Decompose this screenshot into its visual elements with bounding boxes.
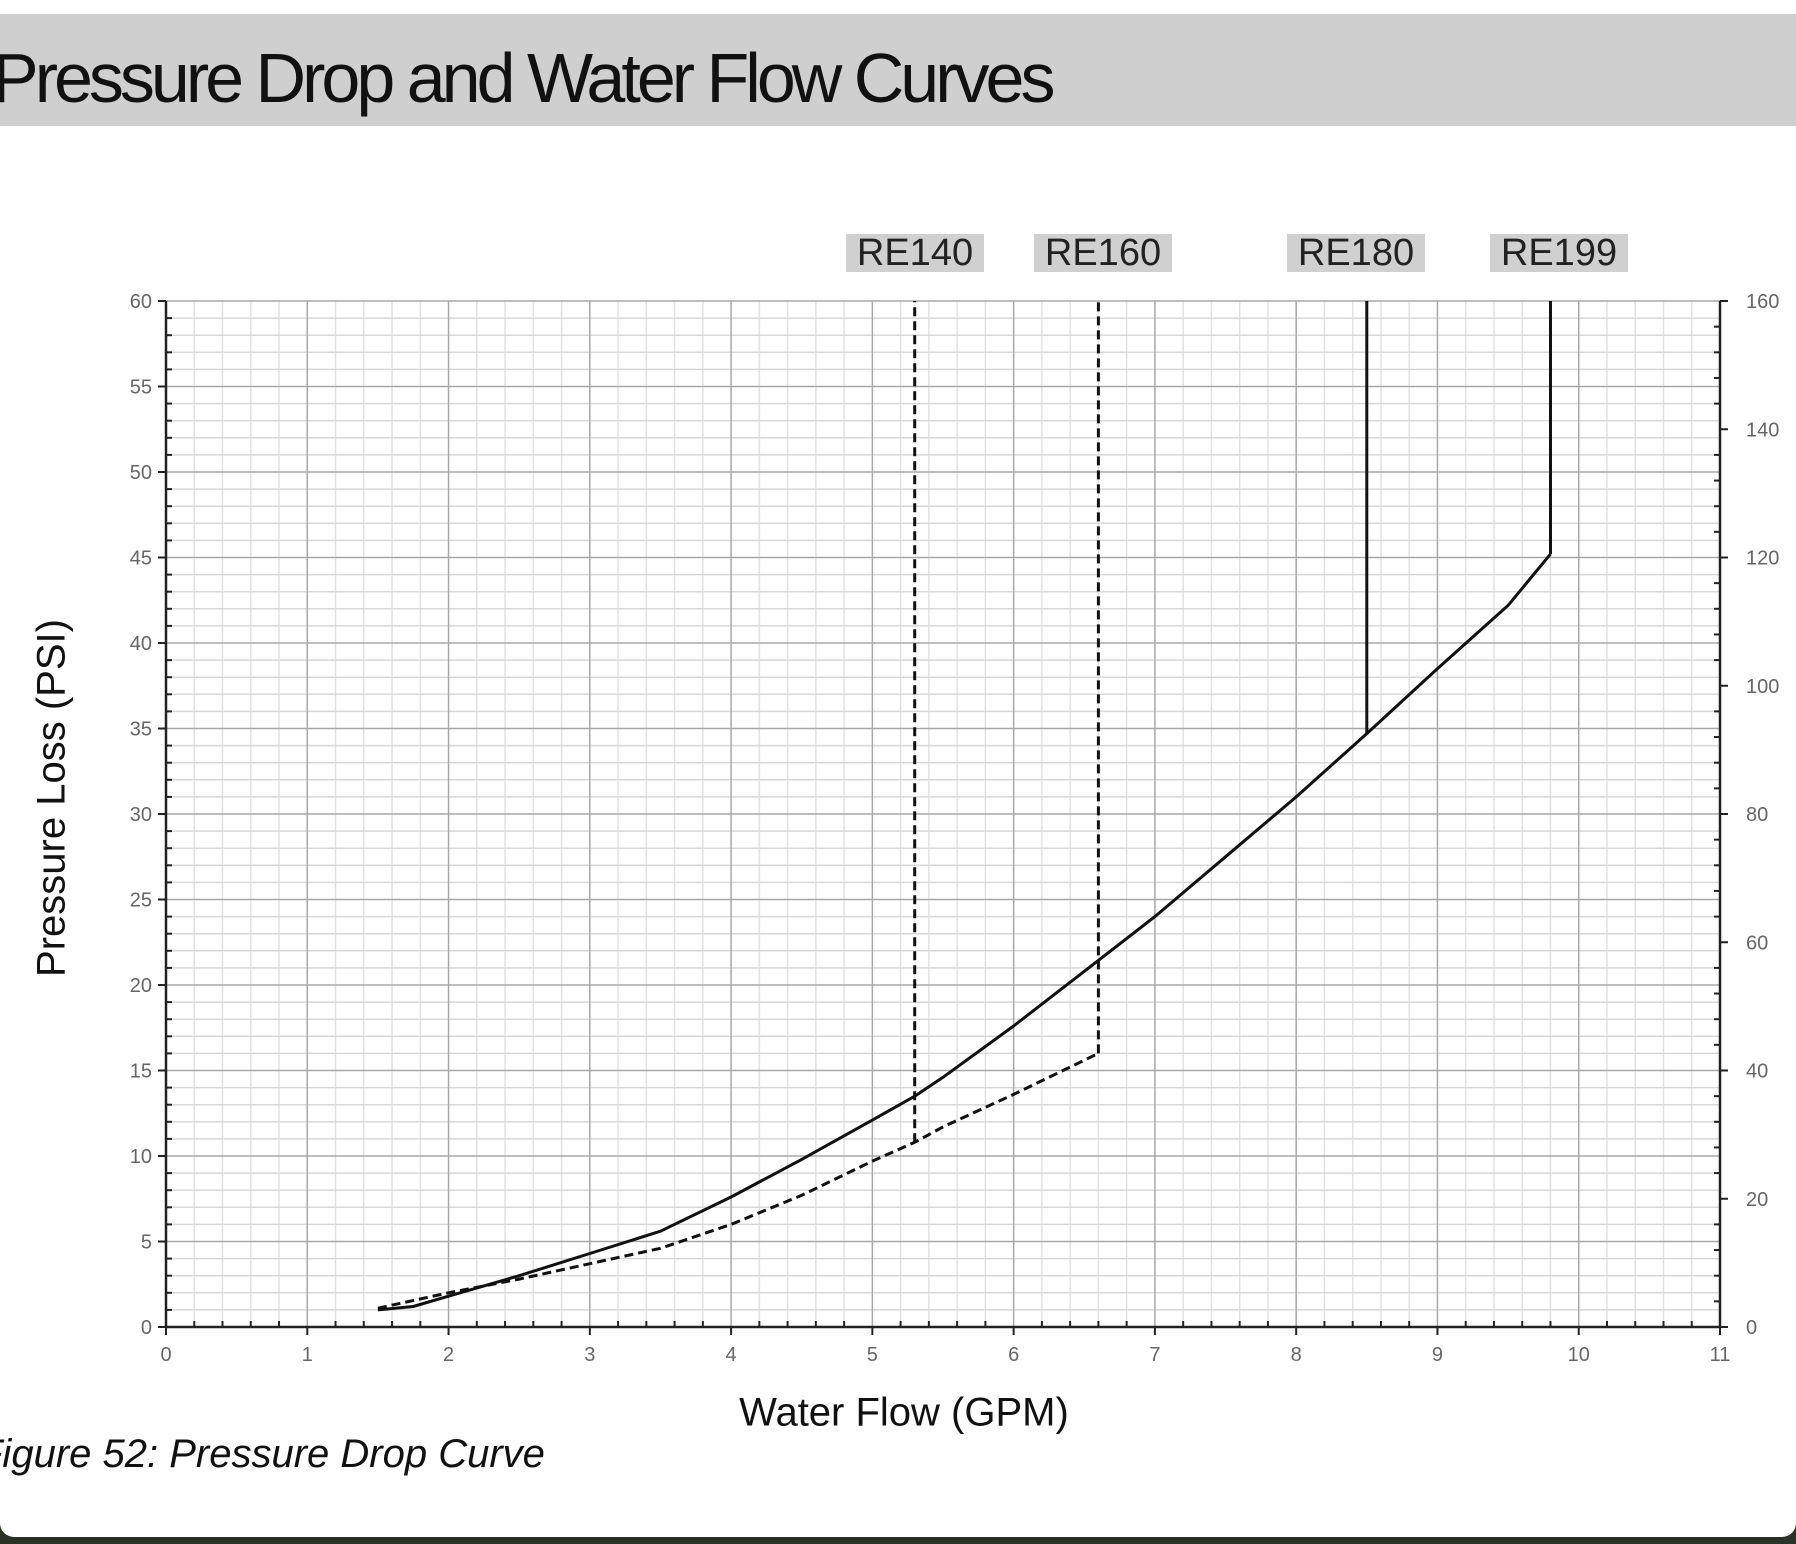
x-tick-label: 11 [1710, 1344, 1731, 1366]
x-tick-label: 5 [867, 1344, 878, 1366]
x-tick-label: 1 [302, 1344, 313, 1366]
x-tick-label: 0 [160, 1344, 171, 1366]
y2-tick-label: 60 [1746, 932, 1768, 954]
y-tick-label: 0 [141, 1317, 152, 1339]
y-tick-label: 15 [130, 1061, 152, 1083]
y2-tick-label: 120 [1746, 548, 1779, 570]
y2-tick-label: 160 [1746, 291, 1779, 313]
x-axis-label: Water Flow (GPM) [739, 1390, 1069, 1435]
y2-tick-label: 100 [1746, 676, 1779, 698]
y-tick-label: 20 [130, 975, 152, 997]
x-tick-label: 4 [726, 1344, 737, 1366]
y2-tick-label: 20 [1746, 1189, 1768, 1211]
x-tick-label: 2 [443, 1344, 454, 1366]
x-tick-label: 8 [1291, 1344, 1302, 1366]
y2-tick-label: 140 [1746, 419, 1779, 441]
y-tick-label: 50 [130, 462, 152, 484]
y-tick-label: 10 [130, 1146, 152, 1168]
y2-tick-label: 80 [1746, 804, 1768, 826]
y-tick-label: 55 [130, 377, 152, 399]
page-title: Pressure Drop and Water Flow Curves [0, 39, 1055, 117]
title-bar: Pressure Drop and Water Flow Curves [0, 14, 1796, 126]
x-tick-label: 6 [1008, 1344, 1019, 1366]
y-tick-label: 60 [130, 291, 152, 313]
model-label-re160: RE160 [1034, 234, 1172, 272]
model-label-re199: RE199 [1490, 234, 1628, 272]
model-label-re140: RE140 [846, 234, 984, 272]
y-axis-label: Pressure Loss (PSI) [29, 619, 74, 977]
y-tick-label: 25 [130, 890, 152, 912]
x-tick-label: 9 [1432, 1344, 1443, 1366]
y2-tick-label: 0 [1746, 1317, 1757, 1339]
y-tick-label: 5 [141, 1232, 152, 1254]
x-tick-label: 10 [1568, 1344, 1590, 1366]
model-label-re180: RE180 [1287, 234, 1425, 272]
series-line-re180-re199-curve [377, 553, 1552, 1312]
series-line-re140-re160-curve [377, 1052, 1100, 1310]
x-tick-label: 3 [584, 1344, 595, 1366]
y2-tick-label: 40 [1746, 1061, 1768, 1083]
y-tick-label: 35 [130, 719, 152, 741]
y-tick-label: 30 [130, 804, 152, 826]
figure-caption: Figure 52: Pressure Drop Curve [0, 1432, 545, 1476]
y-tick-label: 40 [130, 633, 152, 655]
y-tick-label: 45 [130, 548, 152, 570]
x-tick-label: 7 [1149, 1344, 1160, 1366]
